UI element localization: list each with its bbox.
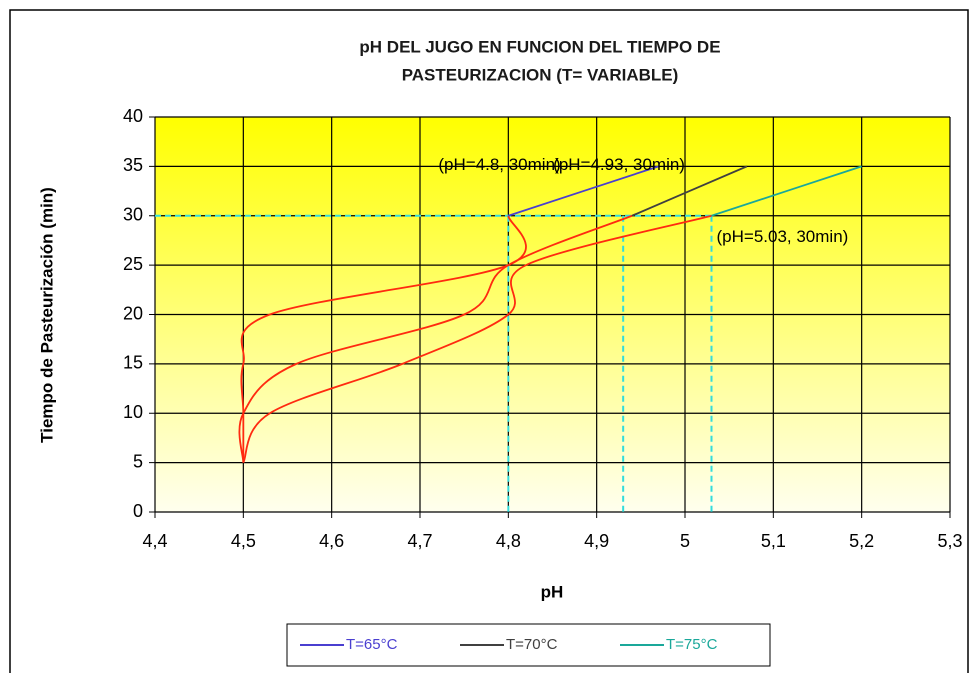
legend (286, 623, 771, 667)
x-tick-label: 4,5 (231, 531, 256, 551)
x-tick-label: 5 (680, 531, 690, 551)
y-tick-label: 35 (123, 155, 143, 175)
y-axis-label: Tiempo de Pasteurización (min) (37, 187, 56, 443)
series-line (238, 214, 633, 463)
chart-title: PASTEURIZACION (T= VARIABLE) (402, 65, 679, 84)
annotation: (pH=5.03, 30min) (717, 227, 849, 246)
y-tick-label: 40 (123, 106, 143, 126)
series-line (631, 165, 748, 217)
x-tick-label: 5,3 (937, 531, 962, 551)
x-tick-label: 5,1 (761, 531, 786, 551)
y-tick-label: 25 (123, 254, 143, 274)
y-tick-label: 30 (123, 205, 143, 225)
annotation: (pH=4.93, 30min) (553, 155, 685, 174)
x-tick-label: 4,9 (584, 531, 609, 551)
series-line (711, 165, 862, 217)
y-tick-label: 0 (133, 501, 143, 521)
annotation: (pH=4.8, 30min) (438, 155, 560, 174)
legend-label: T=70°C (506, 636, 558, 653)
legend-label: T=75°C (666, 636, 718, 653)
x-tick-label: 4,4 (142, 531, 167, 551)
x-tick-label: 4,7 (407, 531, 432, 551)
series-line (508, 165, 659, 217)
x-axis-label: pH (541, 582, 564, 601)
y-tick-label: 10 (123, 402, 143, 422)
chart-title: pH DEL JUGO EN FUNCION DEL TIEMPO DE (359, 37, 720, 56)
y-tick-label: 5 (133, 451, 143, 471)
x-tick-label: 4,6 (319, 531, 344, 551)
y-tick-label: 15 (123, 353, 143, 373)
x-tick-label: 4,8 (496, 531, 521, 551)
y-tick-label: 20 (123, 303, 143, 323)
x-tick-label: 5,2 (849, 531, 874, 551)
series-line (242, 214, 712, 464)
legend-label: T=65°C (346, 636, 398, 653)
